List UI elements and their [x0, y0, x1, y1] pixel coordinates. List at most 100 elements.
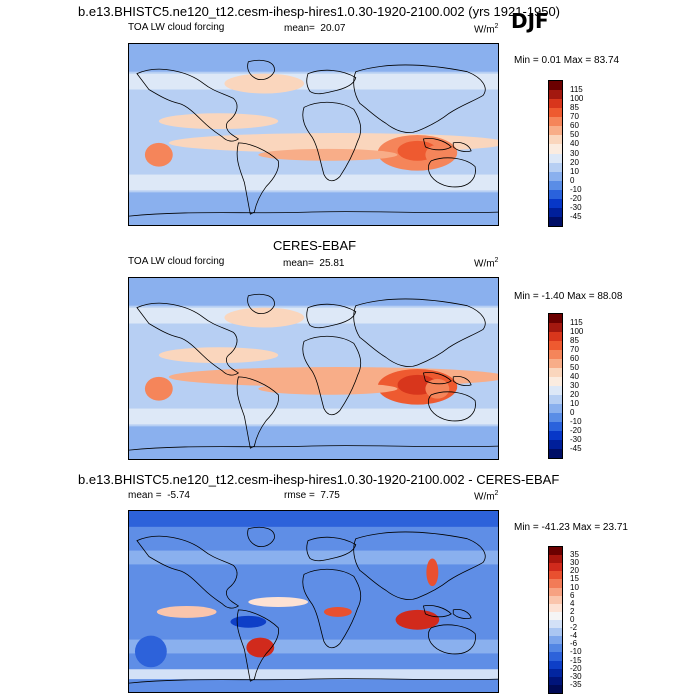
panel2-colorbar [548, 313, 563, 459]
panel2-variable: TOA LW cloud forcing [128, 256, 225, 267]
panel2-mean-value: 25.81 [319, 258, 345, 269]
colorbar-swatch [549, 108, 562, 118]
panel3-mean: mean = -5.74 [128, 490, 190, 501]
colorbar-tick-label: 20 [570, 157, 579, 167]
colorbar-swatch [549, 99, 562, 109]
panel2-minmax: Min = -1.40 Max = 88.08 [514, 291, 623, 302]
colorbar-tick-label: 60 [570, 354, 579, 363]
colorbar-tick-label: 2 [570, 606, 575, 616]
colorbar-swatch [549, 684, 562, 693]
colorbar-swatch [549, 449, 562, 458]
colorbar-tick-label: 35 [570, 550, 579, 560]
colorbar-swatch [549, 341, 562, 350]
colorbar-swatch [549, 135, 562, 145]
panel3-mean-value: -5.74 [167, 490, 190, 501]
colorbar-swatch [549, 350, 562, 359]
colorbar-tick-label: 70 [570, 112, 579, 122]
colorbar-tick-label: -30 [570, 435, 582, 444]
panel3-units-text: W/m [474, 491, 495, 503]
colorbar-tick-label: 115 [570, 85, 583, 95]
main-title: b.e13.BHISTC5.ne120_t12.cesm-ihesp-hires… [78, 4, 561, 19]
colorbar-swatch [549, 431, 562, 440]
colorbar-swatch [549, 198, 562, 208]
panel1-mean: mean= 20.07 [284, 23, 345, 34]
panel2-units: W/m2 [474, 257, 498, 269]
season-label: DJF [511, 9, 549, 33]
panel3-colorbar [548, 546, 563, 694]
colorbar-tick-label: -15 [570, 655, 582, 665]
colorbar-swatch [549, 386, 562, 395]
colorbar-tick-label: -10 [570, 184, 582, 194]
panel3-mean-label: mean = [128, 490, 162, 501]
panel2-mean-label: mean= [283, 258, 314, 269]
colorbar-swatch [549, 126, 562, 136]
colorbar-swatch [549, 413, 562, 422]
colorbar-swatch [549, 587, 562, 596]
panel1-units-text: W/m [474, 24, 495, 36]
colorbar-swatch [549, 207, 562, 217]
panel2-units-text: W/m [474, 258, 495, 270]
colorbar-swatch [549, 404, 562, 413]
colorbar-tick-label: 70 [570, 345, 579, 354]
colorbar-tick-label: -4 [570, 631, 578, 641]
colorbar-tick-label: -6 [570, 639, 578, 649]
colorbar-tick-label: -20 [570, 426, 582, 435]
colorbar-swatch [549, 595, 562, 604]
panel3-rmse: rmse = 7.75 [284, 490, 340, 501]
colorbar-tick-label: 60 [570, 121, 579, 131]
colorbar-tick-label: 50 [570, 130, 579, 140]
colorbar-swatch [549, 368, 562, 377]
colorbar-tick-label: 10 [570, 582, 579, 592]
colorbar-tick-label: 30 [570, 381, 579, 390]
colorbar-swatch [549, 660, 562, 669]
colorbar-tick-label: 85 [570, 103, 579, 113]
panel3-minmax: Min = -41.23 Max = 23.71 [514, 522, 628, 533]
colorbar-tick-label: -20 [570, 663, 582, 673]
colorbar-swatch [549, 359, 562, 368]
colorbar-tick-label: -45 [570, 444, 582, 453]
panel2-map [128, 277, 499, 460]
colorbar-swatch [549, 547, 562, 556]
colorbar-swatch [549, 153, 562, 163]
colorbar-swatch [549, 628, 562, 637]
colorbar-tick-label: 100 [570, 94, 584, 104]
colorbar-tick-label: 85 [570, 336, 579, 345]
panel2-units-exp: 2 [494, 257, 499, 264]
colorbar-swatch [549, 668, 562, 677]
colorbar-swatch [549, 652, 562, 661]
colorbar-tick-label: 115 [570, 318, 583, 327]
colorbar-swatch [549, 636, 562, 645]
colorbar-tick-label: 0 [570, 615, 575, 624]
colorbar-tick-label: 10 [570, 166, 579, 176]
colorbar-tick-label: -2 [570, 623, 578, 633]
panel3-heading: b.e13.BHISTC5.ne120_t12.cesm-ihesp-hires… [78, 472, 560, 487]
colorbar-tick-label: 30 [570, 148, 579, 158]
colorbar-tick-label: 6 [570, 590, 575, 600]
colorbar-tick-label: 100 [570, 327, 584, 336]
colorbar-swatch [549, 555, 562, 564]
colorbar-swatch [549, 81, 562, 91]
colorbar-tick-label: 15 [570, 574, 579, 584]
panel3-rmse-label: rmse = [284, 490, 315, 501]
colorbar-swatch [549, 171, 562, 181]
colorbar-tick-label: 20 [570, 566, 579, 576]
colorbar-swatch [549, 377, 562, 386]
colorbar-swatch [549, 395, 562, 404]
colorbar-swatch [549, 332, 562, 341]
colorbar-swatch [549, 216, 562, 226]
colorbar-swatch [549, 619, 562, 629]
panel1-mean-value: 20.07 [320, 23, 346, 34]
colorbar-tick-label: 30 [570, 558, 579, 568]
colorbar-tick-label: -45 [570, 211, 582, 221]
panel1-mean-label: mean= [284, 23, 315, 34]
colorbar-tick-label: 50 [570, 363, 579, 372]
colorbar-swatch [549, 144, 562, 154]
panel1-map [128, 43, 499, 226]
colorbar-swatch [549, 189, 562, 199]
panel2-heading: CERES-EBAF [273, 238, 357, 253]
colorbar-tick-label: -20 [570, 193, 582, 203]
panel1-minmax: Min = 0.01 Max = 83.74 [514, 55, 620, 66]
panel1-units: W/m2 [474, 23, 498, 35]
colorbar-swatch [549, 162, 562, 172]
colorbar-tick-label: 0 [570, 408, 575, 417]
